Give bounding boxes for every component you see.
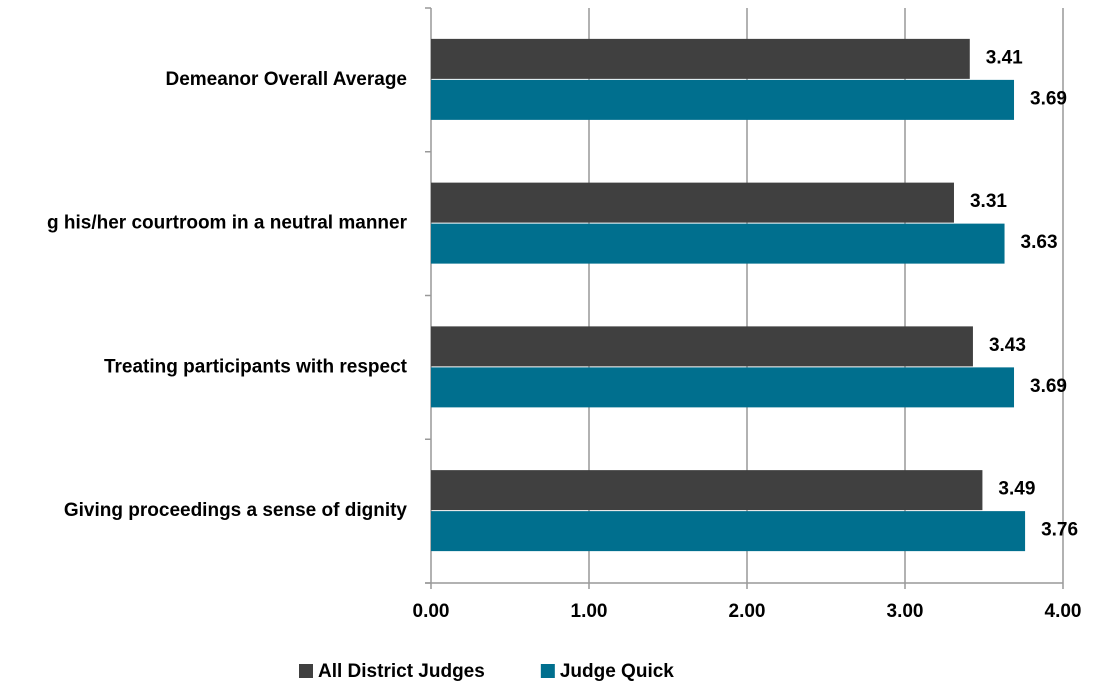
value-label: 3.69 [1030, 376, 1067, 397]
legend-label: Judge Quick [560, 661, 674, 682]
category-label: Demeanor Overall Average [166, 69, 408, 90]
bar [431, 326, 973, 367]
bar [431, 367, 1015, 408]
x-tick-label: 4.00 [1045, 601, 1082, 622]
bar [431, 470, 983, 511]
x-tick-label: 0.00 [413, 601, 450, 622]
bar [431, 511, 1026, 552]
x-tick-label: 2.00 [729, 601, 766, 622]
legend-label: All District Judges [318, 661, 485, 682]
legend-swatch [540, 664, 555, 678]
value-label: 3.31 [970, 191, 1007, 212]
value-label: 3.69 [1030, 88, 1067, 109]
category-label: Giving proceedings a sense of dignity [64, 500, 408, 521]
category-label: Treating participants with respect [104, 356, 408, 377]
legend-swatch [299, 664, 313, 678]
category-label: g his/her courtroom in a neutral manner [47, 213, 408, 234]
value-label: 3.63 [1021, 232, 1058, 253]
value-label: 3.49 [998, 479, 1035, 500]
x-tick-label: 3.00 [887, 601, 924, 622]
bar [431, 79, 1015, 120]
value-label: 3.76 [1041, 520, 1078, 541]
value-label: 3.43 [989, 335, 1026, 356]
bar [431, 38, 970, 79]
value-label: 3.41 [986, 47, 1023, 68]
bar [431, 223, 1005, 264]
x-tick-label: 1.00 [571, 601, 608, 622]
bar [431, 182, 954, 223]
